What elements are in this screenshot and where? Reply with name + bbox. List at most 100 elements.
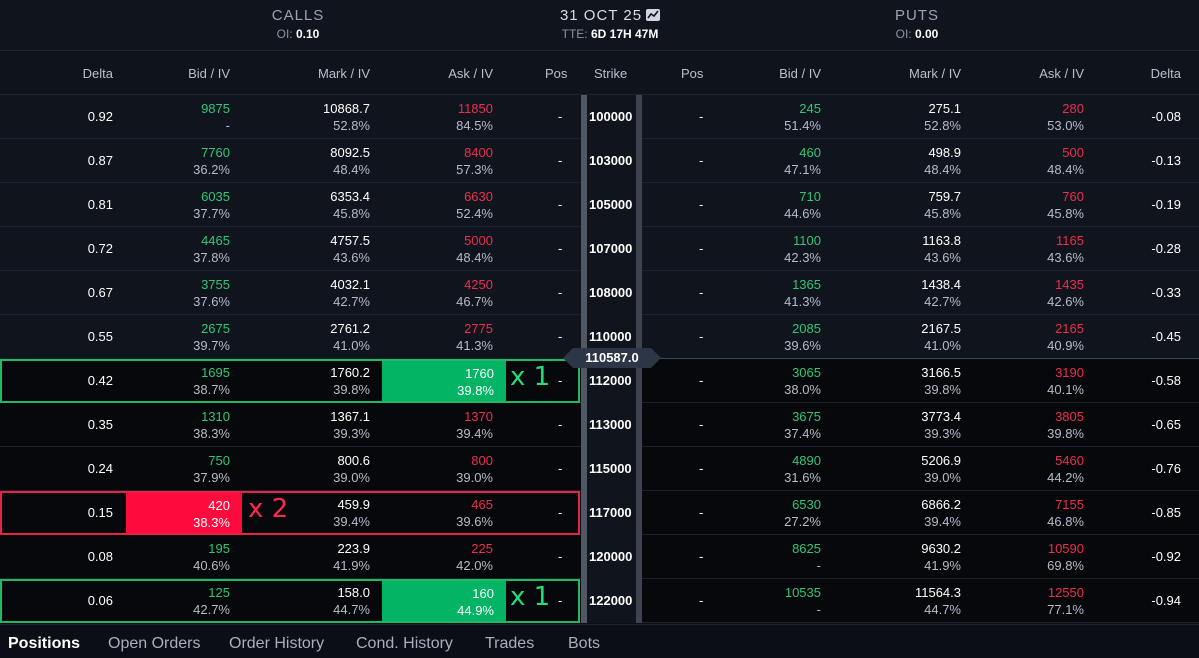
call-mark[interactable]: 10868.7 52.8%: [260, 95, 370, 139]
put-ask[interactable]: 10590 69.8%: [974, 535, 1084, 579]
call-ask[interactable]: 6630 52.4%: [383, 183, 493, 227]
call-ask[interactable]: 11850 84.5%: [383, 95, 493, 139]
table-row[interactable]: 0.72 4465 37.8% 4757.5 43.6% 5000 48.4% - 107000…: [0, 227, 1199, 271]
col-put-bid[interactable]: Bid / IV: [779, 66, 821, 81]
put-ask[interactable]: 280 53.0%: [974, 95, 1084, 139]
put-bid[interactable]: 1100 42.3%: [711, 227, 821, 271]
put-bid[interactable]: 3675 37.4%: [711, 403, 821, 447]
put-mark[interactable]: 1438.4 42.7%: [851, 271, 961, 315]
put-ask[interactable]: 12550 77.1%: [974, 579, 1084, 623]
call-bid-selected[interactable]: 420 38.3%: [126, 492, 242, 533]
col-put-mark[interactable]: Mark / IV: [908, 66, 961, 81]
call-mark[interactable]: 6353.4 45.8%: [260, 183, 370, 227]
put-mark[interactable]: 2167.5 41.0%: [851, 315, 961, 359]
call-bid[interactable]: 4465 37.8%: [120, 227, 230, 271]
call-mark[interactable]: 1760.2 39.8%: [260, 359, 370, 403]
call-mark[interactable]: 2761.2 41.0%: [260, 315, 370, 359]
call-ask[interactable]: 1370 39.4%: [383, 403, 493, 447]
call-bid[interactable]: 125 42.7%: [120, 579, 230, 623]
col-call-mark[interactable]: Mark / IV: [317, 66, 370, 81]
put-ask[interactable]: 760 45.8%: [974, 183, 1084, 227]
call-bid[interactable]: 750 37.9%: [120, 447, 230, 491]
put-mark[interactable]: 1163.8 43.6%: [851, 227, 961, 271]
table-row[interactable]: 0.35 1310 38.3% 1367.1 39.3% 1370 39.4% - 113000…: [0, 403, 1199, 447]
tab-trades[interactable]: Trades: [485, 635, 535, 652]
col-call-pos[interactable]: Pos: [545, 66, 568, 81]
call-bid[interactable]: 6035 37.7%: [120, 183, 230, 227]
put-bid[interactable]: 710 44.6%: [711, 183, 821, 227]
call-mark[interactable]: 459.9 39.4%: [260, 491, 370, 535]
table-row[interactable]: 0.24 750 37.9% 800.6 39.0% 800 39.0% -115000-48…: [0, 447, 1199, 491]
call-ask[interactable]: 4250 46.7%: [383, 271, 493, 315]
put-mark[interactable]: 275.1 52.8%: [851, 95, 961, 139]
call-ask-selected[interactable]: 1760 39.8%: [382, 360, 506, 401]
put-ask[interactable]: 1435 42.6%: [974, 271, 1084, 315]
call-bid[interactable]: 195 40.6%: [120, 535, 230, 579]
put-mark[interactable]: 5206.9 39.0%: [851, 447, 961, 491]
col-put-ask[interactable]: Ask / IV: [1039, 66, 1084, 81]
col-put-pos[interactable]: Pos: [681, 66, 704, 81]
call-mark[interactable]: 4032.1 42.7%: [260, 271, 370, 315]
put-bid[interactable]: 3065 38.0%: [711, 359, 821, 403]
put-ask[interactable]: 500 48.4%: [974, 139, 1084, 183]
call-bid[interactable]: 2675 39.7%: [120, 315, 230, 359]
tab-positions[interactable]: Positions: [8, 635, 81, 652]
put-bid[interactable]: 8625 -: [711, 535, 821, 579]
call-ask[interactable]: 2775 41.3%: [383, 315, 493, 359]
expiry-date[interactable]: 31 OCT 25: [540, 7, 680, 24]
table-row[interactable]: 0.81 6035 37.7% 6353.4 45.8% 6630 52.4% - 105000…: [0, 183, 1199, 227]
put-bid[interactable]: 245 51.4%: [711, 95, 821, 139]
put-mark[interactable]: 3773.4 39.3%: [851, 403, 961, 447]
put-ask[interactable]: 7155 46.8%: [974, 491, 1084, 535]
call-bid[interactable]: 7760 36.2%: [120, 139, 230, 183]
table-row[interactable]: 0.15 420 38.3% 459.9 39.4% 465 39.6% -117000-65…: [0, 491, 1199, 535]
call-ask[interactable]: 8400 57.3%: [383, 139, 493, 183]
call-ask[interactable]: 5000 48.4%: [383, 227, 493, 271]
put-mark[interactable]: 498.9 48.4%: [851, 139, 961, 183]
put-ask[interactable]: 5460 44.2%: [974, 447, 1084, 491]
call-mark[interactable]: 8092.5 48.4%: [260, 139, 370, 183]
col-call-delta[interactable]: Delta: [82, 66, 113, 81]
call-bid[interactable]: 3755 37.6%: [120, 271, 230, 315]
call-mark[interactable]: 800.6 39.0%: [260, 447, 370, 491]
call-bid[interactable]: 9875 -: [120, 95, 230, 139]
call-mark[interactable]: 1367.1 39.3%: [260, 403, 370, 447]
table-row[interactable]: 0.08 195 40.6% 223.9 41.9% 225 42.0% -120000-86…: [0, 535, 1199, 579]
tab-cond-history[interactable]: Cond. History: [356, 635, 453, 652]
put-ask[interactable]: 3190 40.1%: [974, 359, 1084, 403]
put-bid[interactable]: 4890 31.6%: [711, 447, 821, 491]
put-bid[interactable]: 6530 27.2%: [711, 491, 821, 535]
call-mark[interactable]: 158.0 44.7%: [260, 579, 370, 623]
col-call-bid[interactable]: Bid / IV: [188, 66, 230, 81]
call-bid[interactable]: 1695 38.7%: [120, 359, 230, 403]
call-ask-selected[interactable]: 160 44.9%: [382, 580, 506, 621]
call-ask[interactable]: 800 39.0%: [383, 447, 493, 491]
tab-bots[interactable]: Bots: [568, 635, 601, 652]
put-mark[interactable]: 6866.2 39.4%: [851, 491, 961, 535]
put-mark[interactable]: 3166.5 39.8%: [851, 359, 961, 403]
put-mark[interactable]: 759.7 45.8%: [851, 183, 961, 227]
put-mark[interactable]: 9630.2 41.9%: [851, 535, 961, 579]
col-call-ask[interactable]: Ask / IV: [448, 66, 493, 81]
call-mark[interactable]: 4757.5 43.6%: [260, 227, 370, 271]
put-bid[interactable]: 10535 -: [711, 579, 821, 623]
put-ask[interactable]: 1165 43.6%: [974, 227, 1084, 271]
tab-open-orders[interactable]: Open Orders: [108, 635, 201, 652]
table-row[interactable]: 0.87 7760 36.2% 8092.5 48.4% 8400 57.3% - 103000…: [0, 139, 1199, 183]
col-put-delta[interactable]: Delta: [1150, 66, 1181, 81]
tab-order-history[interactable]: Order History: [229, 635, 325, 652]
put-mark[interactable]: 11564.3 44.7%: [851, 579, 961, 623]
call-ask[interactable]: 225 42.0%: [383, 535, 493, 579]
put-bid[interactable]: 2085 39.6%: [711, 315, 821, 359]
col-strike[interactable]: Strike: [594, 66, 628, 81]
put-bid[interactable]: 1365 41.3%: [711, 271, 821, 315]
call-mark[interactable]: 223.9 41.9%: [260, 535, 370, 579]
table-row[interactable]: 0.06 125 42.7% 158.0 44.7% 160 44.9% -122000-10…: [0, 579, 1199, 623]
table-row[interactable]: 0.67 3755 37.6% 4032.1 42.7% 4250 46.7% - 108000…: [0, 271, 1199, 315]
put-ask[interactable]: 3805 39.8%: [974, 403, 1084, 447]
put-ask[interactable]: 2165 40.9%: [974, 315, 1084, 359]
call-ask[interactable]: 465 39.6%: [383, 491, 493, 535]
table-row[interactable]: 0.92 9875-10868.7 52.8% 11850 84.5% -100000-2…: [0, 95, 1199, 139]
chart-icon[interactable]: [646, 9, 661, 21]
put-bid[interactable]: 460 47.1%: [711, 139, 821, 183]
